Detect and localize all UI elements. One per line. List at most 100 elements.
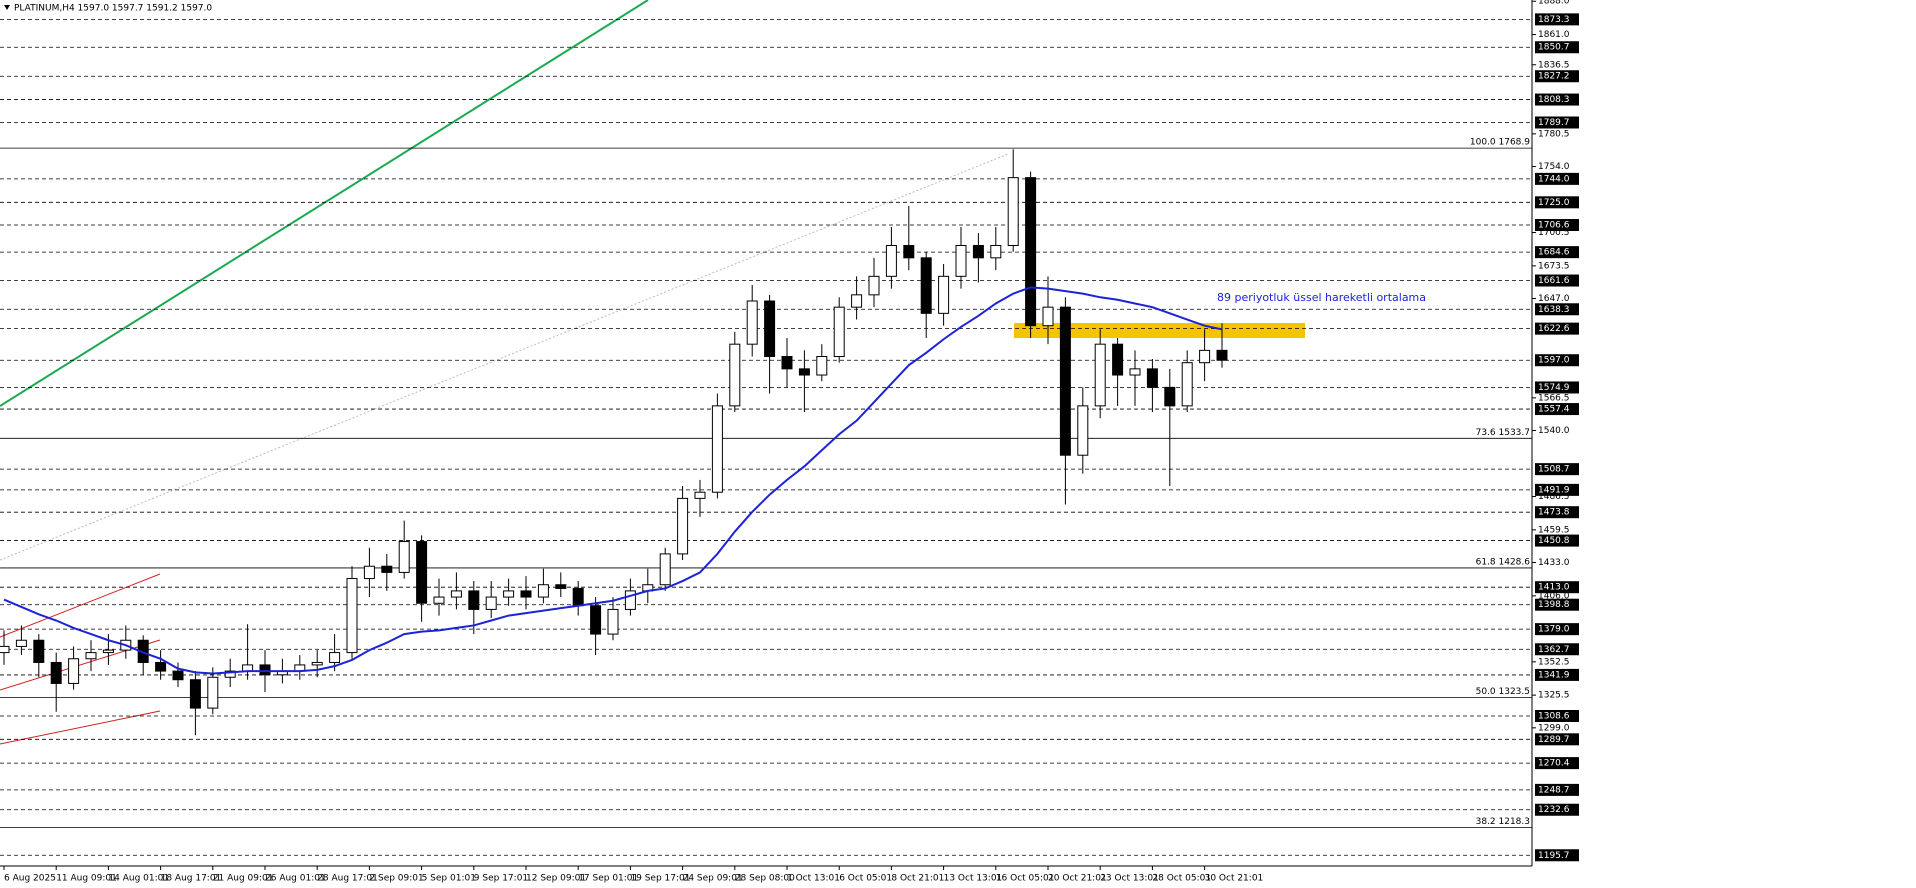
candle-body <box>346 578 358 654</box>
x-tick-label: 28 Sep 08:00 <box>735 874 795 884</box>
candle-body <box>746 300 758 345</box>
candle-body <box>155 661 167 672</box>
candle-body <box>798 368 810 376</box>
annotation: 89 periyotluk üssel hareketli ortalama <box>1217 291 1426 304</box>
price-label: 1398.8 <box>1538 600 1570 610</box>
price-label: 1873.3 <box>1538 15 1570 25</box>
price-label-box <box>1535 70 1579 83</box>
price-label: 1661.6 <box>1538 276 1570 286</box>
candle-body <box>711 405 723 493</box>
channel-line <box>0 710 161 745</box>
x-tick-label: 20 Oct 21:01 <box>1048 874 1107 884</box>
y-tick-label: 1647.0 <box>1538 294 1570 304</box>
price-label-box <box>1535 303 1579 316</box>
price-label-box <box>1535 849 1579 862</box>
fib-level-label: 50.0 1323.5 <box>1476 687 1530 697</box>
x-tick-label: 18 Aug 17:01 <box>161 874 222 884</box>
price-label: 1379.0 <box>1538 625 1570 635</box>
price-label: 1725.0 <box>1538 198 1570 208</box>
trend-line <box>0 0 649 407</box>
x-tick-label: 28 Oct 05:01 <box>1152 874 1211 884</box>
x-tick-label: 26 Aug 01:01 <box>265 874 326 884</box>
candle-body <box>920 257 932 314</box>
menu-arrow <box>4 5 10 10</box>
price-label: 1289.7 <box>1538 735 1570 745</box>
candle-body <box>259 664 271 676</box>
candle-body <box>520 590 532 598</box>
y-tick-label: 1836.5 <box>1538 60 1570 70</box>
candle-body <box>990 244 1002 259</box>
x-tick-label: 9 Sep 17:01 <box>474 874 528 884</box>
price-label: 1248.7 <box>1538 785 1570 795</box>
x-tick-label: 1 Oct 13:01 <box>787 874 840 884</box>
price-label-box <box>1535 322 1579 335</box>
price-label-box <box>1535 783 1579 796</box>
x-tick-label: 13 Oct 13:01 <box>944 874 1003 884</box>
price-label-box <box>1535 668 1579 681</box>
candle-body <box>224 670 236 678</box>
candle-body <box>677 497 689 555</box>
y-tick-label: 1888.0 <box>1538 0 1570 7</box>
candle-body <box>1146 368 1158 388</box>
candle-body <box>1181 362 1193 407</box>
x-tick-label: 28 Aug 17:01 <box>317 874 378 884</box>
candle-body <box>433 596 445 604</box>
resistance-zone <box>1014 323 1305 338</box>
fib-level-label: 38.2 1218.3 <box>1476 817 1530 827</box>
candle-body <box>938 275 950 314</box>
y-tick-label: 1673.5 <box>1538 261 1570 271</box>
price-label: 1270.4 <box>1538 759 1570 769</box>
y-tick-label: 1700.5 <box>1538 228 1570 238</box>
price-label: 1706.6 <box>1538 221 1570 231</box>
price-label: 1827.2 <box>1538 72 1570 82</box>
candle-body <box>1216 349 1228 361</box>
price-label-box <box>1535 803 1579 816</box>
price-label-box <box>1535 13 1579 26</box>
price-label: 1622.6 <box>1538 324 1570 334</box>
price-label-box <box>1535 274 1579 287</box>
candle-body <box>659 553 671 586</box>
price-label-box <box>1535 623 1579 636</box>
candle-body <box>764 300 776 358</box>
candle-body <box>33 639 45 663</box>
candle-body <box>1129 368 1141 376</box>
x-tick-label: 23 Oct 13:01 <box>1100 874 1159 884</box>
price-label: 1508.7 <box>1538 465 1570 475</box>
y-tick-label: 1861.0 <box>1538 30 1570 40</box>
candle-body <box>503 590 515 598</box>
y-tick-label: 1486.5 <box>1538 492 1570 502</box>
price-label-box <box>1535 172 1579 185</box>
candle-body <box>868 275 880 296</box>
price-label: 1362.7 <box>1538 645 1570 655</box>
price-label: 1195.7 <box>1538 851 1570 861</box>
candle-body <box>972 244 984 259</box>
price-label: 1413.0 <box>1538 583 1570 593</box>
y-tick-label: 1406.0 <box>1538 591 1570 601</box>
price-label-box <box>1535 116 1579 129</box>
candle-body <box>833 306 845 358</box>
candle-body <box>903 244 915 259</box>
candle-body <box>1007 177 1019 246</box>
candle-body <box>607 608 619 635</box>
price-label: 1557.4 <box>1538 405 1570 415</box>
candle-body <box>189 679 201 709</box>
price-label-box <box>1535 219 1579 232</box>
price-label-box <box>1535 403 1579 416</box>
candle-body <box>851 294 863 308</box>
y-tick-label: 1325.5 <box>1538 691 1570 701</box>
price-label: 1684.6 <box>1538 248 1570 258</box>
candle-body <box>102 649 114 654</box>
candle-body <box>572 587 584 607</box>
x-tick-label: 16 Oct 05:01 <box>996 874 1055 884</box>
candle-body <box>885 244 897 277</box>
x-tick-label: 6 Aug 2025 <box>4 874 56 884</box>
x-tick-label: 12 Sep 09:01 <box>526 874 586 884</box>
candle-body <box>1199 349 1211 364</box>
candle-body <box>694 491 706 499</box>
candle-body <box>85 652 97 660</box>
x-tick-label: 24 Sep 09:01 <box>683 874 743 884</box>
candle-body <box>485 596 497 610</box>
price-label-box <box>1535 709 1579 722</box>
y-tick-label: 1433.0 <box>1538 558 1570 568</box>
